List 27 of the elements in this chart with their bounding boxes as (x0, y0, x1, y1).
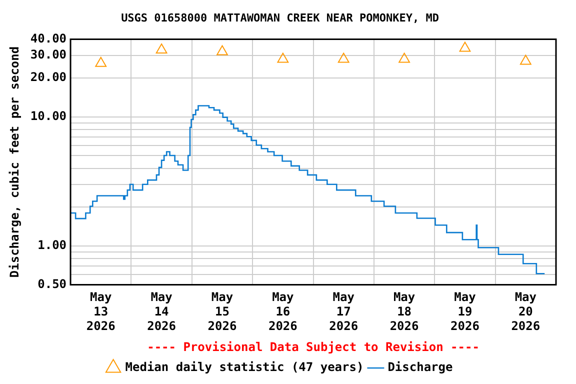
point (95, 56, 107, 67)
legend-label: Median daily statistic (47 years) (125, 360, 364, 374)
x-tick-label: May 13 2026 (86, 290, 116, 333)
point (277, 52, 289, 63)
legend-label: Discharge (388, 360, 453, 374)
x-tick-label: May 20 2026 (511, 290, 540, 333)
x-tick-label: May 14 2026 (147, 290, 176, 333)
y-axis-title: Discharge, cubic feet per second (7, 46, 22, 278)
x-tick-label: May 19 2026 (450, 290, 480, 333)
y-tick-label: 20.00 (30, 70, 67, 84)
point (398, 52, 410, 63)
y-tick-label: 30.00 (30, 47, 67, 62)
point (216, 45, 228, 56)
x-tick-label: May 17 2026 (329, 290, 358, 333)
x-tick-label: May 16 2026 (268, 290, 298, 333)
point (520, 54, 532, 65)
x-tick-label: May 15 2026 (208, 290, 237, 333)
point (156, 43, 168, 54)
point (459, 42, 471, 52)
point (338, 52, 350, 63)
y-tick-label: 40.00 (30, 31, 67, 46)
y-tick-label: 10.00 (30, 109, 67, 124)
text: ---- Provisional Data Subject to Revision ---- (147, 340, 480, 354)
chart-title: USGS 01658000 MATTAWOMAN CREEK NEAR POMONKEY, MD (121, 11, 440, 24)
y-tick-label: 1.00 (38, 238, 67, 252)
y-tick-label: 0.50 (38, 276, 67, 291)
x-tick-label: May 18 2026 (390, 290, 419, 333)
